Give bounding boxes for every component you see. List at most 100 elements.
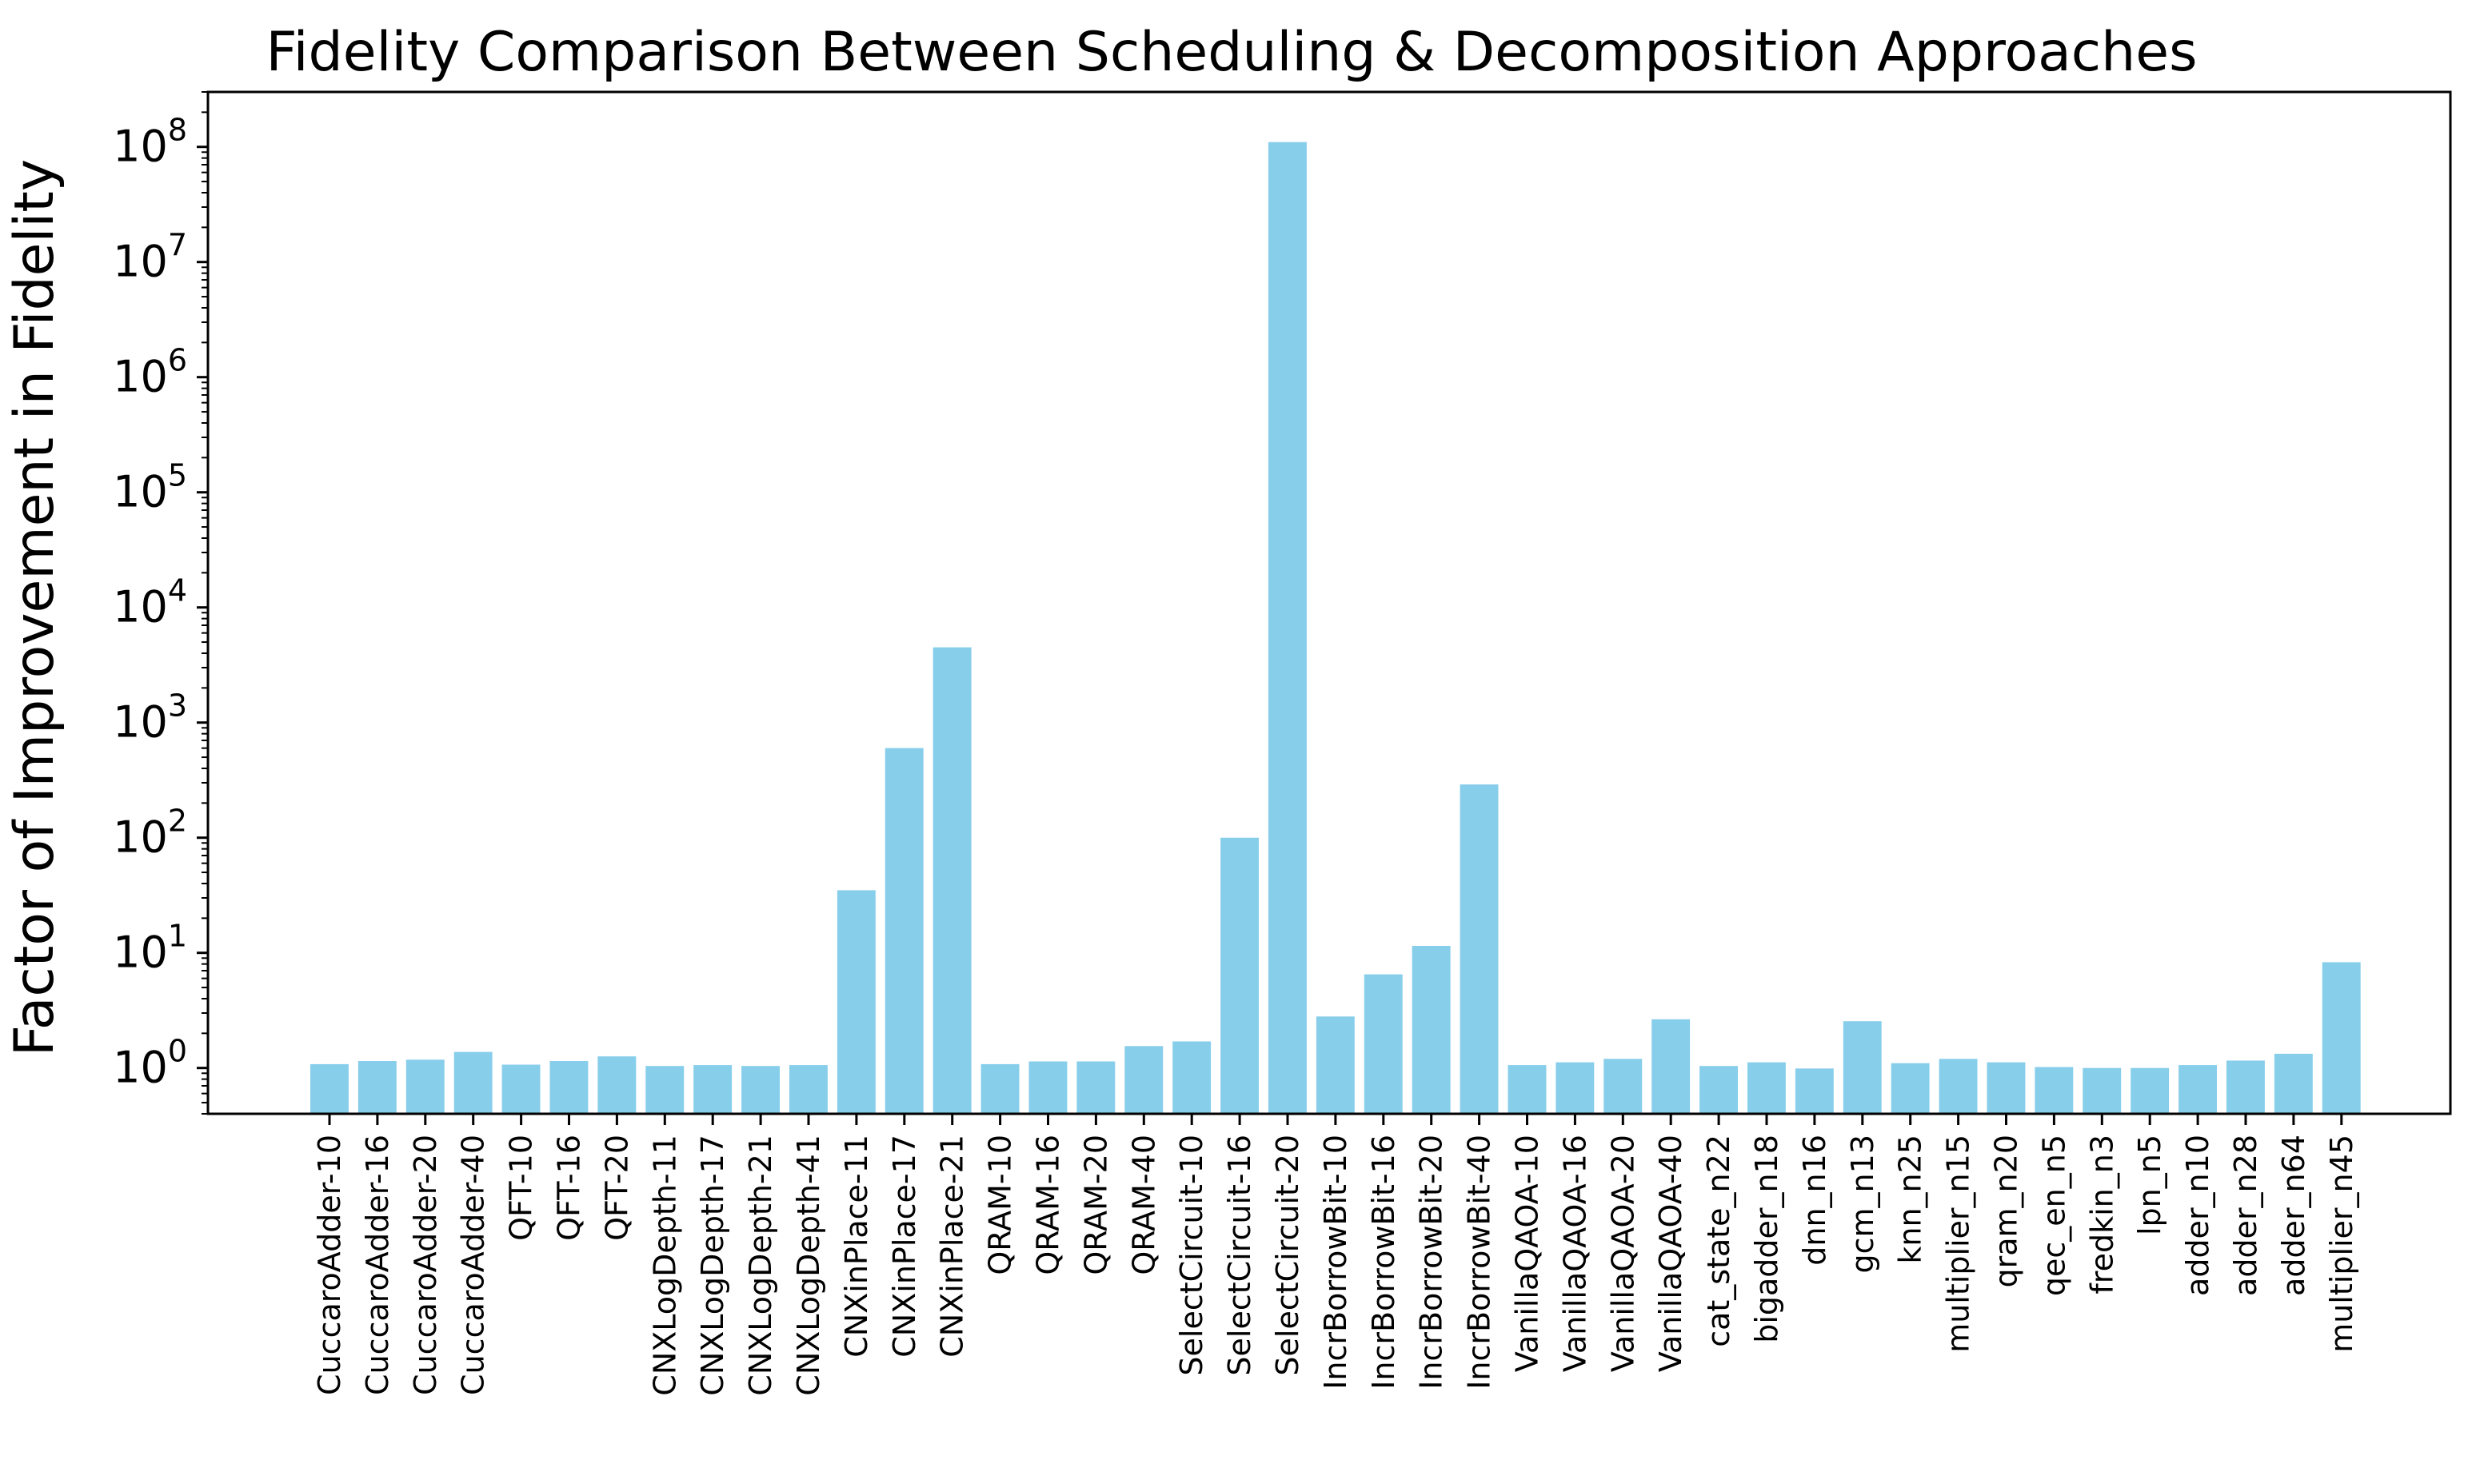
bar-qec_en_n5 bbox=[2035, 1067, 2074, 1114]
x-tick-label: CNXLogDepth-11 bbox=[647, 1135, 682, 1396]
x-tick-label: CuccaroAdder-16 bbox=[360, 1135, 395, 1395]
x-tick-label: VanillaQAOA-40 bbox=[1653, 1135, 1688, 1372]
x-ticks-group: CuccaroAdder-10 CuccaroAdder-16 CuccaroAdd… bbox=[312, 1114, 2359, 1396]
x-tick-label: CNXLogDepth-17 bbox=[695, 1135, 730, 1396]
bar-CuccaroAdder-16 bbox=[357, 1061, 397, 1114]
bar-CuccaroAdder-10 bbox=[310, 1063, 349, 1114]
bar-IncrBorrowBit-16 bbox=[1364, 974, 1403, 1114]
x-tick-label: QFT-20 bbox=[599, 1135, 634, 1241]
y-tick-label: 101 bbox=[113, 919, 187, 978]
bars-group bbox=[310, 142, 2361, 1115]
x-tick-label: VanillaQAOA-20 bbox=[1605, 1135, 1640, 1372]
x-tick-label: SelectCircuit-10 bbox=[1174, 1135, 1209, 1376]
bar-CNXinPlace-21 bbox=[932, 647, 972, 1114]
x-tick-label: CNXLogDepth-21 bbox=[743, 1135, 778, 1396]
x-tick-label: gcm_n13 bbox=[1845, 1135, 1880, 1273]
x-tick-label: VanillaQAOA-16 bbox=[1557, 1135, 1592, 1372]
bar-adder_n28 bbox=[2226, 1060, 2265, 1114]
plot-frame bbox=[206, 90, 2452, 1115]
bar-CNXLogDepth-17 bbox=[693, 1065, 733, 1114]
x-tick-label: adder_n10 bbox=[2180, 1135, 2215, 1296]
bar-VanillaQAOA-20 bbox=[1603, 1059, 1643, 1114]
x-tick-label: CNXinPlace-21 bbox=[935, 1135, 970, 1358]
x-tick-label: knn_n25 bbox=[1893, 1135, 1928, 1264]
bar-CNXinPlace-11 bbox=[837, 890, 876, 1114]
bar-bigadder_n18 bbox=[1747, 1062, 1786, 1114]
bar-gcm_n13 bbox=[1843, 1021, 1882, 1114]
bar-SelectCircuit-16 bbox=[1220, 837, 1259, 1114]
bar-VanillaQAOA-10 bbox=[1508, 1065, 1547, 1114]
bar-IncrBorrowBit-40 bbox=[1460, 784, 1499, 1114]
bar-CNXLogDepth-11 bbox=[645, 1066, 685, 1114]
bar-SelectCircuit-10 bbox=[1172, 1041, 1212, 1114]
y-tick-label: 102 bbox=[113, 804, 187, 863]
x-tick-label: IncrBorrowBit-20 bbox=[1414, 1135, 1449, 1390]
bar-CNXLogDepth-21 bbox=[741, 1066, 780, 1114]
x-tick-label: adder_n64 bbox=[2276, 1135, 2311, 1296]
x-tick-label: QFT-10 bbox=[504, 1135, 539, 1241]
bar-CuccaroAdder-20 bbox=[405, 1059, 445, 1114]
x-tick-label: qram_n20 bbox=[1989, 1135, 2024, 1287]
x-tick-label: multiplier_n15 bbox=[1941, 1135, 1976, 1353]
bar-QFT-20 bbox=[597, 1056, 637, 1114]
bar-qram_n20 bbox=[1987, 1062, 2026, 1114]
bar-dnn_n16 bbox=[1795, 1068, 1834, 1114]
bar-multiplier_n45 bbox=[2322, 962, 2361, 1114]
bar-adder_n10 bbox=[2178, 1065, 2217, 1114]
bar-QRAM-40 bbox=[1124, 1046, 1164, 1114]
bar-lpn_n5 bbox=[2131, 1067, 2170, 1114]
bar-QRAM-20 bbox=[1076, 1061, 1116, 1114]
y-tick-label: 105 bbox=[113, 458, 187, 517]
x-tick-label: QRAM-16 bbox=[1031, 1135, 1066, 1275]
x-tick-label: IncrBorrowBit-40 bbox=[1462, 1135, 1497, 1390]
y-tick-label: 103 bbox=[113, 688, 187, 748]
chart-title: Fidelity Comparison Between Scheduling &… bbox=[266, 21, 2197, 84]
y-tick-label: 108 bbox=[113, 113, 187, 172]
x-tick-label: lpn_n5 bbox=[2132, 1135, 2167, 1235]
bar-QRAM-10 bbox=[980, 1063, 1020, 1114]
x-tick-label: CNXLogDepth-41 bbox=[791, 1135, 826, 1396]
x-tick-label: fredkin_n3 bbox=[2084, 1135, 2119, 1295]
bar-cat_state_n22 bbox=[1699, 1066, 1738, 1114]
x-tick-label: multiplier_n45 bbox=[2324, 1135, 2359, 1353]
x-tick-label: QFT-16 bbox=[552, 1135, 587, 1241]
y-tick-label: 107 bbox=[113, 228, 187, 287]
x-tick-label: cat_state_n22 bbox=[1701, 1135, 1736, 1347]
bar-CNXinPlace-17 bbox=[885, 748, 924, 1114]
bar-QRAM-16 bbox=[1028, 1061, 1068, 1114]
y-tick-label: 100 bbox=[113, 1034, 187, 1093]
y-tick-label: 106 bbox=[113, 343, 187, 402]
bar-VanillaQAOA-16 bbox=[1555, 1062, 1595, 1114]
x-tick-label: qec_en_n5 bbox=[2036, 1135, 2071, 1296]
bar-fredkin_n3 bbox=[2083, 1067, 2122, 1114]
x-tick-label: QRAM-20 bbox=[1078, 1135, 1113, 1275]
bar-VanillaQAOA-40 bbox=[1651, 1019, 1691, 1114]
bar-CNXLogDepth-41 bbox=[789, 1065, 828, 1114]
y-axis-label: Factor of Improvement in Fidelity bbox=[3, 159, 66, 1056]
bar-CuccaroAdder-40 bbox=[453, 1051, 493, 1114]
bar-QFT-16 bbox=[549, 1061, 589, 1114]
x-tick-label: CNXinPlace-17 bbox=[887, 1135, 922, 1358]
bar-multiplier_n15 bbox=[1939, 1059, 1978, 1114]
x-tick-label: SelectCircuit-20 bbox=[1270, 1135, 1305, 1376]
bar-IncrBorrowBit-20 bbox=[1412, 946, 1451, 1114]
x-tick-label: adder_n28 bbox=[2228, 1135, 2263, 1296]
x-tick-label: CuccaroAdder-20 bbox=[408, 1135, 443, 1395]
x-tick-label: CuccaroAdder-40 bbox=[456, 1135, 491, 1395]
x-tick-label: bigadder_n18 bbox=[1749, 1135, 1784, 1343]
x-tick-label: dnn_n16 bbox=[1797, 1135, 1832, 1266]
y-tick-label: 104 bbox=[113, 573, 187, 632]
x-tick-label: QRAM-40 bbox=[1126, 1135, 1161, 1275]
x-tick-label: CNXinPlace-11 bbox=[839, 1135, 874, 1358]
x-tick-label: QRAM-10 bbox=[983, 1135, 1018, 1275]
x-tick-label: SelectCircuit-16 bbox=[1222, 1135, 1257, 1376]
y-ticks-group: 100 101 102 103 104 105 106 107 108 bbox=[113, 91, 208, 1115]
bar-SelectCircuit-20 bbox=[1268, 142, 1307, 1115]
bar-adder_n64 bbox=[2274, 1053, 2313, 1114]
x-tick-label: VanillaQAOA-10 bbox=[1510, 1135, 1545, 1372]
bar-knn_n25 bbox=[1891, 1063, 1930, 1114]
x-tick-label: IncrBorrowBit-10 bbox=[1318, 1135, 1353, 1390]
x-tick-label: IncrBorrowBit-16 bbox=[1366, 1135, 1401, 1390]
x-tick-label: CuccaroAdder-10 bbox=[312, 1135, 347, 1395]
